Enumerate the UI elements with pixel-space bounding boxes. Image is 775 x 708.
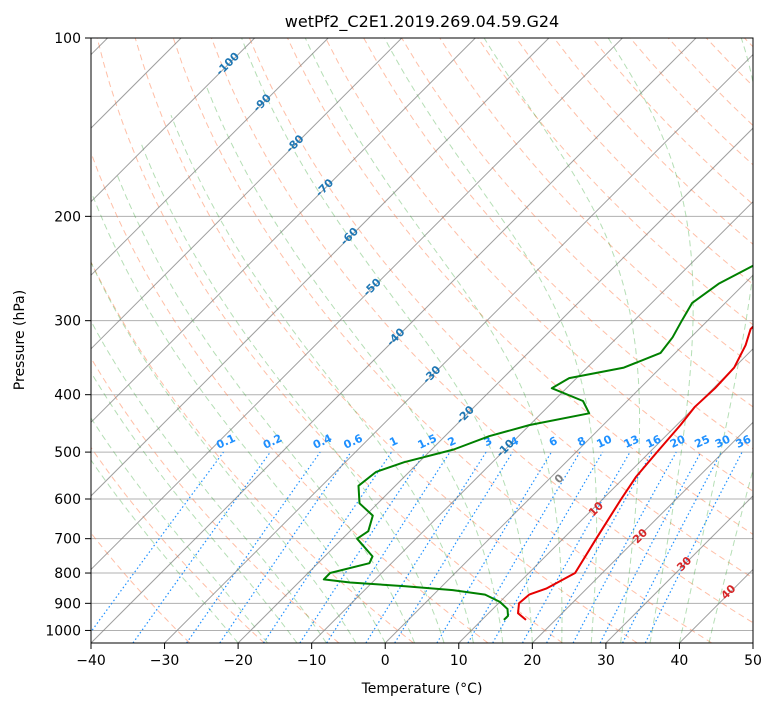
- mixing-ratio-line: [219, 451, 352, 643]
- y-tick-label: 100: [54, 31, 81, 47]
- x-tick-label: 20: [523, 653, 541, 669]
- dry-adiabat-line: [248, 38, 753, 579]
- mixing-ratio-line: [644, 451, 743, 643]
- moist-adiabat-line: [91, 261, 357, 643]
- moist-adiabat-line: [304, 38, 563, 643]
- y-tick-label: 400: [54, 388, 81, 404]
- moist-adiabat-line: [708, 467, 753, 643]
- mixing-ratio-line: [132, 451, 271, 643]
- dry-adiabat-line: [210, 38, 753, 624]
- mixing-ratio-label: 20: [668, 432, 688, 450]
- x-tick-label: −30: [150, 653, 180, 669]
- moist-adiabat-line: [116, 174, 416, 643]
- mixing-ratio-label: 10: [595, 432, 615, 450]
- moist-adiabat-line: [678, 38, 753, 643]
- y-tick-label: 600: [54, 492, 81, 508]
- pressure-grid: [91, 38, 753, 631]
- temperature-profile-line: [517, 325, 753, 621]
- dry-adiabat-line: [96, 38, 563, 643]
- x-axis-label: Temperature (°C): [361, 681, 483, 697]
- isotherm-line: [91, 38, 623, 571]
- moist-adiabat-line: [483, 38, 641, 643]
- mixing-ratio-label: 30: [713, 432, 733, 450]
- isotherm-line: [91, 38, 697, 643]
- mixing-ratio-line: [186, 451, 321, 643]
- axes: −40 −30 −20 −10 0 10 20 30 40 50 100 200 300 400 500 60…: [45, 31, 762, 669]
- moist-adiabat-line: [170, 115, 474, 643]
- y-tick-label: 200: [54, 209, 81, 225]
- isotherm-line: [384, 274, 753, 643]
- y-axis-label: Pressure (hPa): [12, 290, 28, 390]
- dry-adiabats: [91, 38, 753, 643]
- mixing-ratio-line: [394, 451, 514, 643]
- mixing-ratio-line: [299, 451, 426, 643]
- isotherm-line: [91, 38, 476, 424]
- x-tick-label: 50: [744, 653, 762, 669]
- moist-adiabat-line: [607, 38, 694, 643]
- mixing-ratio-line: [262, 451, 392, 643]
- moist-adiabat-line: [241, 38, 533, 643]
- mixing-ratio-line: [546, 451, 653, 643]
- mixing-ratio-label: 36: [734, 432, 754, 450]
- x-tick-label: 40: [671, 653, 689, 669]
- dry-adiabat-line: [91, 357, 340, 643]
- isotherm-line: [91, 38, 550, 497]
- dewpoint-profile-line: [322, 264, 753, 621]
- x-tick-label: 30: [597, 653, 615, 669]
- isotherm-line: [91, 38, 329, 276]
- y-tick-label: 1000: [45, 623, 81, 639]
- isotherm-line: [531, 421, 753, 643]
- moist-adiabat-line: [91, 417, 268, 643]
- y-tick-label: 500: [54, 445, 81, 461]
- moist-adiabat-line: [92, 196, 386, 643]
- moist-adiabat-line: [205, 84, 504, 643]
- isotherm-line: [91, 38, 403, 350]
- dry-adiabat-line: [134, 38, 638, 643]
- dry-adiabat-line: [287, 38, 753, 535]
- moist-adiabat-line: [91, 320, 327, 643]
- isotherm-line: [237, 127, 753, 643]
- moist-adiabat-line: [384, 38, 598, 643]
- mixing-ratio-line: [572, 451, 677, 643]
- isotherm-line: [91, 38, 256, 203]
- dry-adiabat-line: [172, 38, 713, 643]
- mixing-ratio-line: [326, 451, 451, 643]
- dry-adiabat-line: [91, 446, 265, 643]
- y-tick-label: 700: [54, 532, 81, 548]
- isotherms: [91, 38, 753, 643]
- mixing-ratio-line: [91, 451, 224, 633]
- moist-adiabats: [91, 38, 753, 643]
- mixing-ratio-lines: [91, 451, 743, 643]
- dry-adiabat-line: [515, 38, 753, 285]
- dry-adiabat-line: [91, 260, 414, 643]
- mixing-ratio-label: 25: [693, 433, 712, 451]
- isotherm-line: [605, 495, 753, 643]
- y-tick-label: 300: [54, 314, 81, 330]
- x-tick-label: −40: [76, 653, 106, 669]
- chart-title: wetPf2_C2E1.2019.269.04.59.G24: [285, 12, 559, 32]
- isotherm-line: [311, 200, 753, 643]
- mixing-ratio-label: 13: [622, 433, 641, 451]
- x-tick-label: −10: [297, 653, 327, 669]
- isotherm-line: [458, 348, 753, 643]
- mixing-ratio-line: [521, 451, 631, 643]
- profile-series: [322, 264, 753, 621]
- y-tick-label: 800: [54, 566, 81, 582]
- dry-adiabat-line: [325, 38, 753, 492]
- x-tick-label: 10: [450, 653, 468, 669]
- moist-adiabat-line: [91, 371, 298, 643]
- x-tick-label: 0: [381, 653, 390, 669]
- plot-area: 0.1 0.2 0.4 0.6 1 1.5 2 3 4 6 8 10 13 16 20 25 30 36-100-…: [91, 38, 754, 643]
- isotherm-line: [164, 53, 753, 643]
- x-tick-label: −20: [223, 653, 253, 669]
- y-tick-label: 900: [54, 596, 81, 612]
- plot-frame: [90, 37, 754, 644]
- mixing-ratio-label: 16: [644, 432, 664, 450]
- moist-adiabat-line: [140, 142, 445, 643]
- moist-adiabat-line: [91, 459, 239, 643]
